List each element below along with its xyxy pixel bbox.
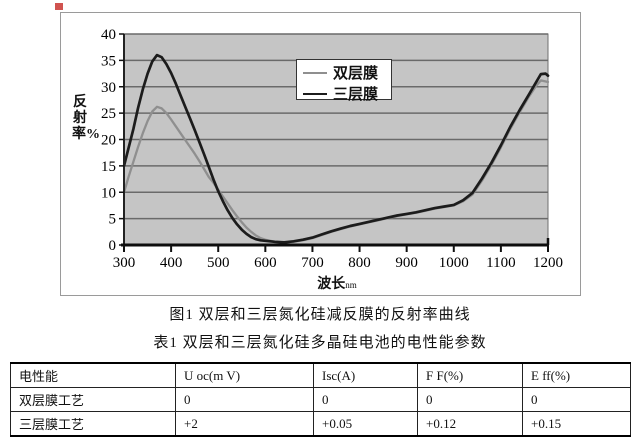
table-cell: 0	[313, 387, 418, 412]
svg-text:15: 15	[101, 159, 116, 175]
table-cell: 0	[417, 387, 523, 412]
table-row: 双层膜工艺 0 0 0 0	[10, 387, 631, 412]
legend-item: 双层膜	[303, 62, 387, 83]
table-caption: 表1 双层和三层氮化硅多晶硅电池的电性能参数	[153, 335, 487, 351]
figure-caption: 图1 双层和三层氮化硅减反膜的反射率曲线	[169, 307, 471, 323]
performance-table: 电性能 U oc(m V) Isc(A) F F(%) E ff(%) 双层膜工…	[10, 362, 631, 437]
header-cell: Isc(A)	[313, 362, 418, 388]
legend-line-swatch-triple-layer	[303, 92, 327, 95]
table-cell: 0	[522, 387, 631, 412]
header-cell: F F(%)	[417, 362, 523, 388]
table-cell: 0	[175, 387, 314, 412]
svg-text:20: 20	[101, 133, 116, 149]
svg-text:300: 300	[113, 255, 136, 271]
svg-text:500: 500	[207, 255, 230, 271]
table-cell: +0.05	[313, 411, 418, 437]
x-axis-title: 波长nm	[261, 273, 413, 293]
svg-text:900: 900	[395, 255, 418, 271]
y-axis-title: 反射率%	[72, 95, 100, 142]
figure-1: 300 400 500 600 700 800 900 1000 1100 1200 0 5 10 15 2…	[60, 12, 581, 296]
legend-line-swatch-double-layer	[303, 71, 327, 74]
x-axis-title-unit: nm	[345, 280, 357, 290]
svg-text:1000: 1000	[439, 255, 469, 271]
table-row: 三层膜工艺 +2 +0.05 +0.12 +0.15	[10, 411, 631, 437]
x-axis-title-text: 波长	[317, 277, 346, 292]
reflectance-chart: 300 400 500 600 700 800 900 1000 1100 1200 0 5 10 15 2…	[101, 27, 563, 271]
red-square-marker	[55, 3, 63, 10]
header-cell: 电性能	[10, 362, 176, 388]
table-cell: +2	[175, 411, 314, 437]
svg-text:700: 700	[301, 255, 324, 271]
table-header-row: 电性能 U oc(m V) Isc(A) F F(%) E ff(%)	[10, 362, 631, 388]
chart-legend: 双层膜 三层膜	[296, 59, 392, 103]
legend-label: 双层膜	[333, 66, 379, 82]
svg-text:25: 25	[101, 106, 116, 122]
legend-item: 三层膜	[303, 83, 387, 104]
table-cell: +0.15	[522, 411, 631, 437]
svg-text:35: 35	[101, 53, 116, 69]
svg-text:400: 400	[160, 255, 183, 271]
svg-text:10: 10	[101, 185, 116, 201]
header-cell: E ff(%)	[522, 362, 631, 388]
svg-text:1100: 1100	[486, 255, 515, 271]
svg-text:600: 600	[254, 255, 276, 271]
row-label: 三层膜工艺	[10, 411, 176, 437]
legend-label: 三层膜	[333, 87, 379, 103]
svg-text:1200: 1200	[533, 255, 563, 271]
table-cell: +0.12	[417, 411, 523, 437]
svg-text:5: 5	[109, 212, 117, 228]
header-cell: U oc(m V)	[175, 362, 314, 388]
svg-text:30: 30	[101, 80, 116, 96]
svg-text:40: 40	[101, 27, 116, 43]
svg-text:800: 800	[348, 255, 371, 271]
row-label: 双层膜工艺	[10, 387, 176, 412]
svg-text:0: 0	[109, 238, 117, 254]
